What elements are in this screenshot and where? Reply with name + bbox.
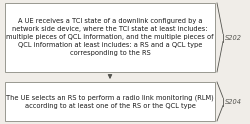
Text: S202: S202 (225, 34, 242, 41)
Text: A UE receives a TCI state of a downlink configured by a
network side device, whe: A UE receives a TCI state of a downlink … (6, 18, 214, 57)
Text: The UE selects an RS to perform a radio link monitoring (RLM)
according to at le: The UE selects an RS to perform a radio … (6, 94, 214, 109)
FancyBboxPatch shape (5, 82, 215, 121)
FancyBboxPatch shape (5, 3, 215, 72)
Text: S204: S204 (225, 98, 242, 105)
